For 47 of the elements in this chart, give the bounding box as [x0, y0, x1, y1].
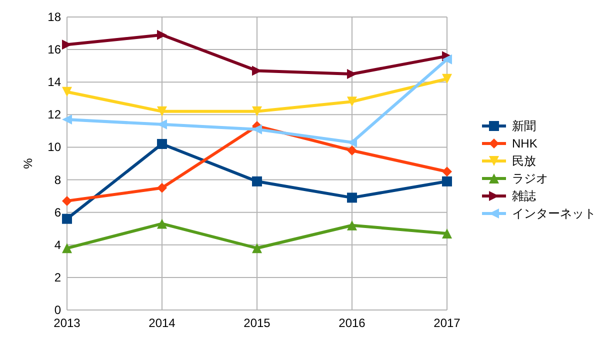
- point: [252, 176, 262, 186]
- y-tick-label: 14: [48, 75, 62, 90]
- point: [442, 54, 452, 64]
- point: [252, 106, 262, 116]
- x-tick-label: 2014: [148, 316, 176, 330]
- point: [442, 176, 452, 186]
- point: [347, 192, 357, 203]
- y-tick-label: 18: [48, 10, 62, 24]
- point: [347, 145, 357, 156]
- point: [252, 243, 262, 254]
- point: [442, 228, 452, 238]
- point: [442, 74, 452, 84]
- point: [347, 137, 357, 148]
- point: [62, 114, 72, 125]
- y-tick-label: 4: [54, 238, 62, 252]
- y-axis-title: %: [21, 158, 35, 169]
- point: [62, 243, 72, 254]
- point: [62, 214, 72, 224]
- y-tick-label: 10: [48, 140, 62, 154]
- y-tick-label: 0: [54, 303, 62, 317]
- point: [157, 182, 167, 193]
- legend-label: 新聞: [512, 119, 536, 133]
- point: [157, 106, 167, 116]
- point: [62, 196, 72, 206]
- legend-label: 雑誌: [512, 189, 536, 203]
- y-tick-label: 8: [54, 172, 62, 187]
- x-tick-label: 2013: [54, 316, 81, 330]
- x-tick-label: 2015: [244, 316, 271, 330]
- y-tick-label: 2: [54, 270, 62, 284]
- point: [347, 220, 357, 230]
- legend-label: 民放: [512, 154, 536, 168]
- y-tick-label: 12: [48, 108, 62, 122]
- point: [347, 96, 357, 107]
- point: [157, 138, 167, 149]
- legend-label: インターネット: [512, 206, 596, 220]
- point: [157, 218, 167, 229]
- point: [62, 40, 72, 50]
- legend-label: ラジオ: [512, 172, 548, 186]
- point: [62, 86, 72, 97]
- legend-label: NHK: [512, 136, 538, 150]
- y-tick-label: 16: [48, 42, 62, 57]
- point: [442, 166, 452, 177]
- point: [157, 30, 167, 40]
- x-tick-label: 2016: [338, 316, 366, 330]
- x-tick-label: 2017: [434, 316, 461, 330]
- point: [347, 68, 357, 79]
- y-tick-label: 6: [54, 205, 62, 220]
